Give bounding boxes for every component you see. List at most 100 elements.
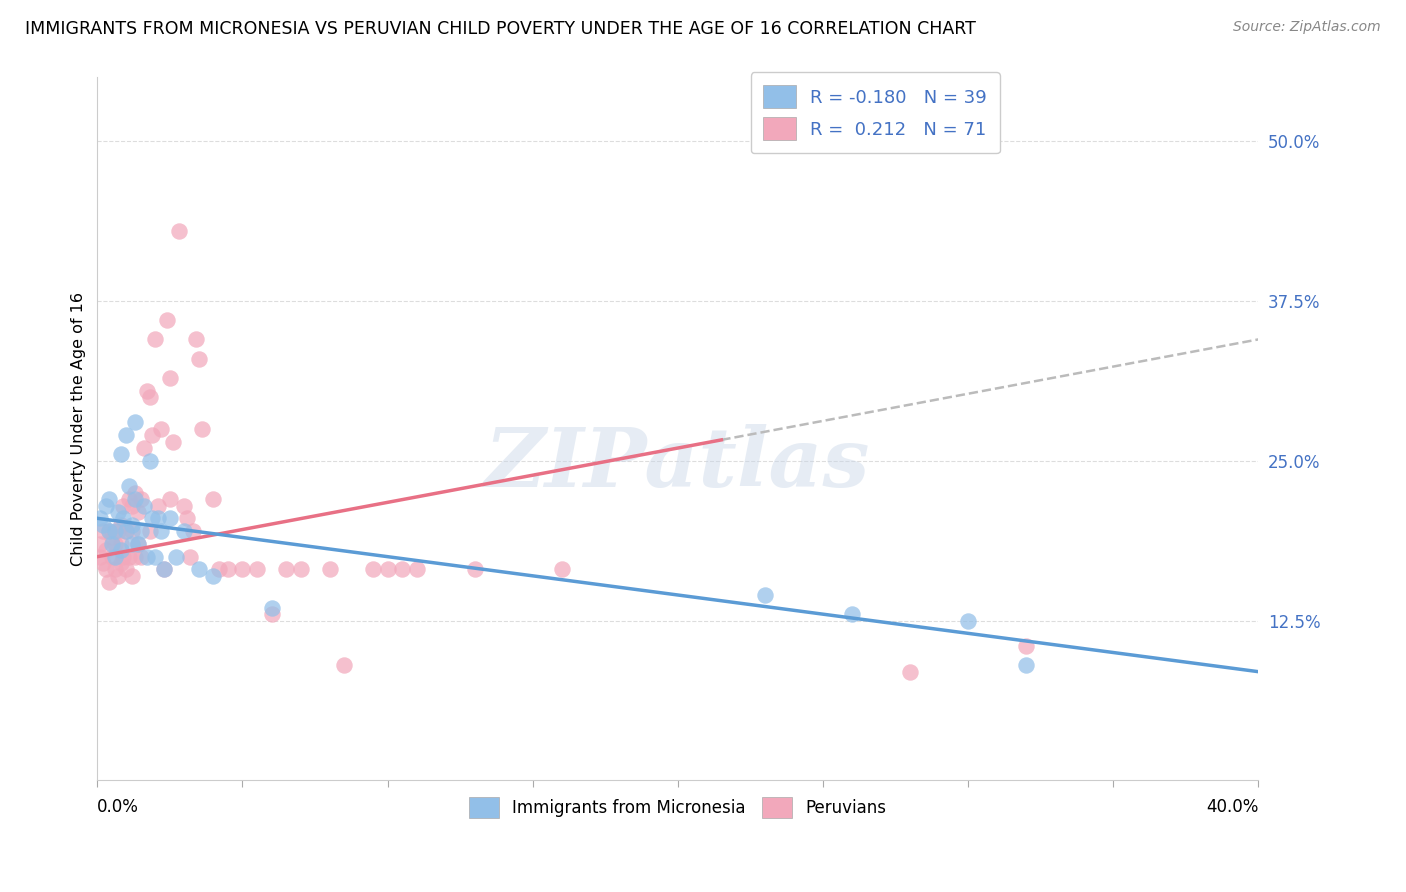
Point <box>231 562 253 576</box>
Point <box>361 562 384 576</box>
Point <box>110 537 132 551</box>
Point <box>127 537 149 551</box>
Point <box>148 499 170 513</box>
Point <box>101 531 124 545</box>
Point <box>162 434 184 449</box>
Point <box>141 428 163 442</box>
Point <box>179 549 201 564</box>
Point <box>97 575 120 590</box>
Point <box>107 505 129 519</box>
Point <box>184 333 207 347</box>
Point <box>110 517 132 532</box>
Point <box>124 485 146 500</box>
Point <box>405 562 427 576</box>
Point <box>173 524 195 538</box>
Point <box>132 441 155 455</box>
Point <box>246 562 269 576</box>
Point <box>165 549 187 564</box>
Point <box>115 524 138 538</box>
Point <box>391 562 413 576</box>
Point <box>841 607 863 622</box>
Point <box>274 562 297 576</box>
Point <box>150 422 173 436</box>
Point <box>104 524 127 538</box>
Point <box>1015 658 1038 673</box>
Point <box>121 524 143 538</box>
Point <box>145 549 167 564</box>
Point <box>167 224 190 238</box>
Point <box>104 537 127 551</box>
Point <box>181 524 204 538</box>
Point <box>112 511 135 525</box>
Point <box>118 492 141 507</box>
Point <box>129 549 152 564</box>
Point <box>159 370 181 384</box>
Point <box>124 492 146 507</box>
Text: IMMIGRANTS FROM MICRONESIA VS PERUVIAN CHILD POVERTY UNDER THE AGE OF 16 CORRELA: IMMIGRANTS FROM MICRONESIA VS PERUVIAN C… <box>25 20 976 37</box>
Point <box>112 549 135 564</box>
Point <box>124 416 146 430</box>
Point <box>132 499 155 513</box>
Point <box>124 549 146 564</box>
Point <box>91 517 114 532</box>
Point <box>127 537 149 551</box>
Point <box>97 524 120 538</box>
Point <box>551 562 574 576</box>
Point <box>97 524 120 538</box>
Point <box>135 384 157 398</box>
Point <box>260 607 283 622</box>
Point <box>110 543 132 558</box>
Point <box>127 505 149 519</box>
Point <box>94 562 117 576</box>
Point <box>121 517 143 532</box>
Point <box>104 562 127 576</box>
Point <box>89 549 111 564</box>
Point <box>156 313 179 327</box>
Point <box>145 333 167 347</box>
Point <box>754 588 776 602</box>
Point <box>91 524 114 538</box>
Point <box>121 499 143 513</box>
Point <box>121 537 143 551</box>
Point <box>94 543 117 558</box>
Point <box>333 658 356 673</box>
Point <box>208 562 231 576</box>
Point <box>187 562 209 576</box>
Point <box>138 454 160 468</box>
Point <box>89 511 111 525</box>
Point <box>101 537 124 551</box>
Point <box>129 524 152 538</box>
Point <box>173 499 195 513</box>
Point <box>202 492 225 507</box>
Legend: Immigrants from Micronesia, Peruvians: Immigrants from Micronesia, Peruvians <box>463 790 893 825</box>
Point <box>97 492 120 507</box>
Point <box>957 614 980 628</box>
Point <box>115 428 138 442</box>
Point <box>135 549 157 564</box>
Point <box>110 556 132 570</box>
Text: Source: ZipAtlas.com: Source: ZipAtlas.com <box>1233 20 1381 34</box>
Point <box>89 537 111 551</box>
Point <box>153 562 176 576</box>
Point <box>260 600 283 615</box>
Point <box>121 569 143 583</box>
Y-axis label: Child Poverty Under the Age of 16: Child Poverty Under the Age of 16 <box>72 292 86 566</box>
Point <box>318 562 340 576</box>
Point <box>148 511 170 525</box>
Point <box>104 549 127 564</box>
Point <box>107 569 129 583</box>
Point <box>290 562 312 576</box>
Point <box>176 511 198 525</box>
Point <box>159 492 181 507</box>
Point <box>191 422 214 436</box>
Point <box>153 562 176 576</box>
Point <box>217 562 239 576</box>
Point <box>898 665 921 679</box>
Point <box>377 562 399 576</box>
Point <box>159 511 181 525</box>
Point <box>118 479 141 493</box>
Point <box>129 492 152 507</box>
Point <box>202 569 225 583</box>
Text: 0.0%: 0.0% <box>97 798 139 816</box>
Point <box>464 562 486 576</box>
